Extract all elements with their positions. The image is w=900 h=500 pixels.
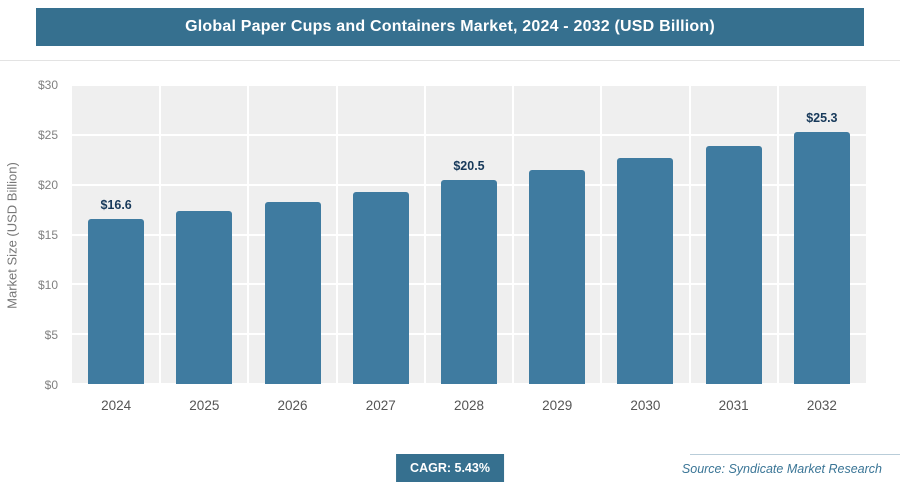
gridline-vertical <box>776 85 779 384</box>
x-axis-labels: 2024 2025 2026 2027 2028 2029 2030 2031 2032 <box>72 385 866 425</box>
y-tick-label: $15 <box>37 228 58 242</box>
gridline-vertical <box>423 85 426 384</box>
bar-cell <box>513 85 601 384</box>
bar-cell: $25.3 <box>778 85 866 384</box>
bar <box>617 157 674 384</box>
x-tick-label: 2025 <box>189 398 220 413</box>
gridline-horizontal <box>72 84 866 86</box>
bar <box>352 191 409 384</box>
bar-cell <box>337 85 425 384</box>
chart-footer: CAGR: 5.43% Source: Syndicate Market Res… <box>0 448 900 500</box>
chart-title-bar: Global Paper Cups and Containers Market,… <box>36 8 864 46</box>
bar <box>440 179 497 384</box>
bar-cell <box>248 85 336 384</box>
y-tick-label: $5 <box>44 328 58 342</box>
bar-cell: $16.6 <box>72 85 160 384</box>
y-tick-label: $0 <box>44 378 58 392</box>
bar-cell <box>160 85 248 384</box>
x-tick-label: 2031 <box>718 398 749 413</box>
source-divider <box>690 454 900 455</box>
header-divider <box>0 60 900 61</box>
gridline-horizontal <box>72 133 866 136</box>
x-tick-label: 2029 <box>542 398 573 413</box>
x-tick-label: 2028 <box>453 398 484 413</box>
plot-area: $16.6 $20.5 $25.3 <box>72 84 866 385</box>
bar-cell: $20.5 <box>425 85 513 384</box>
gridline-horizontal <box>72 383 866 385</box>
gridline-vertical <box>335 85 338 384</box>
y-tick-label: $20 <box>37 178 58 192</box>
y-axis-ticks: $0 $5 $10 $15 $20 $25 $30 <box>0 78 66 392</box>
gridline-vertical <box>247 85 250 384</box>
bar <box>705 145 762 384</box>
bar <box>88 218 145 384</box>
gridline-vertical <box>512 85 515 384</box>
y-tick-label: $30 <box>37 78 58 92</box>
bar <box>176 210 233 384</box>
bar-value-label: $20.5 <box>453 158 485 173</box>
x-tick-label: 2032 <box>806 398 837 413</box>
bar-series: $16.6 $20.5 $25.3 <box>72 85 866 384</box>
chart-area: Market Size (USD Billion) $0 $5 $10 $15 $20 $… <box>0 78 900 430</box>
gridline-vertical <box>159 85 162 384</box>
bar <box>529 169 586 384</box>
bar <box>264 201 321 384</box>
source-text: Source: Syndicate Market Research <box>681 462 882 476</box>
x-tick-label: 2030 <box>630 398 661 413</box>
cagr-badge: CAGR: 5.43% <box>396 454 504 482</box>
bar <box>793 131 850 384</box>
y-tick-label: $10 <box>37 278 58 292</box>
bar-cell <box>690 85 778 384</box>
gridline-vertical <box>600 85 603 384</box>
x-tick-label: 2027 <box>365 398 396 413</box>
bar-value-label: $25.3 <box>806 110 838 125</box>
chart-title: Global Paper Cups and Containers Market,… <box>185 18 715 35</box>
bar-value-label: $16.6 <box>100 197 132 212</box>
x-tick-label: 2026 <box>277 398 308 413</box>
gridline-vertical <box>688 85 691 384</box>
x-tick-label: 2024 <box>101 398 132 413</box>
y-tick-label: $25 <box>37 128 58 142</box>
bar-cell <box>601 85 689 384</box>
